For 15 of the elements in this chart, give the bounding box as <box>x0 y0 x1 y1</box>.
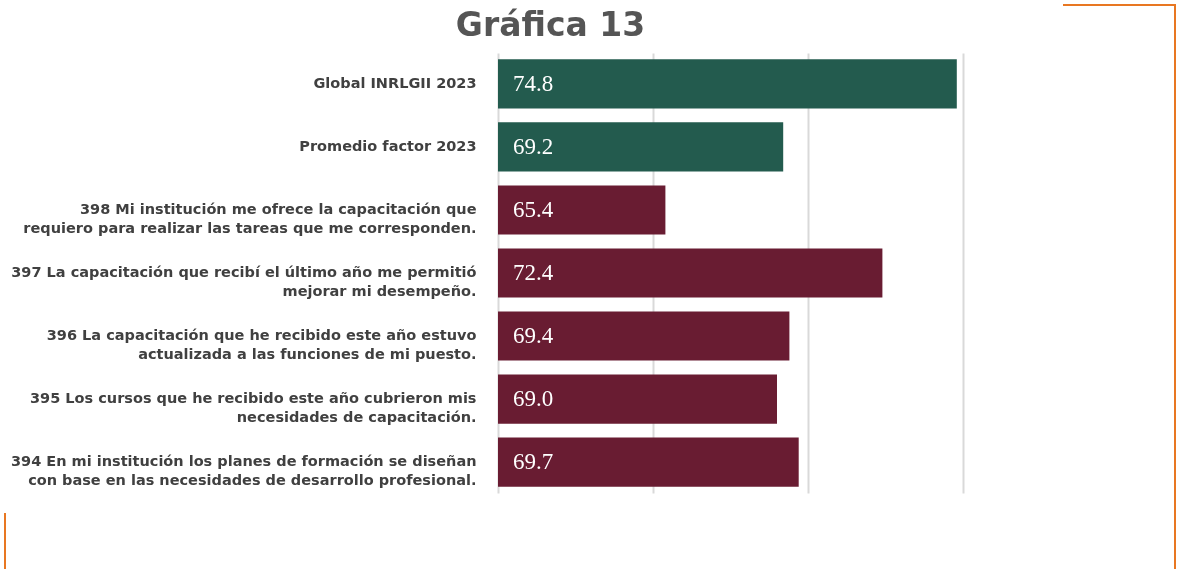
y-tick-label: 398 Mi institución me ofrece la capacitación que requiero para realizar las tareas que me corresponden. <box>23 200 477 236</box>
y-tick-label: 395 Los cursos que he recibido este año cubrieron mis necesidades de capacitación. <box>30 390 477 426</box>
data-label: 65.4 <box>513 196 554 222</box>
data-label: 69.2 <box>513 133 554 159</box>
y-tick-label: Global INRLGII 2023 <box>313 74 477 91</box>
data-label: 69.0 <box>513 386 554 412</box>
y-tick-label: 397 La capacitación que recibí el último año me permitió mejorar mi desempeño. <box>11 264 477 299</box>
data-label: 69.7 <box>513 449 554 475</box>
data-label: 74.8 <box>513 70 554 96</box>
data-label: 72.4 <box>513 260 554 285</box>
y-tick-label: 396 La capacitación que he recibido este año estuvo actualizada a las funciones de mi puesto. <box>46 327 477 363</box>
y-tick-label: Promedio factor 2023 <box>299 137 477 154</box>
data-label: 69.4 <box>513 323 554 349</box>
chart-title: Gráfica 13 <box>455 5 646 44</box>
y-tick-label: 394 En mi institución los planes de formación se diseñan con base en las necesidades de desarrollo profesional. <box>10 453 477 489</box>
